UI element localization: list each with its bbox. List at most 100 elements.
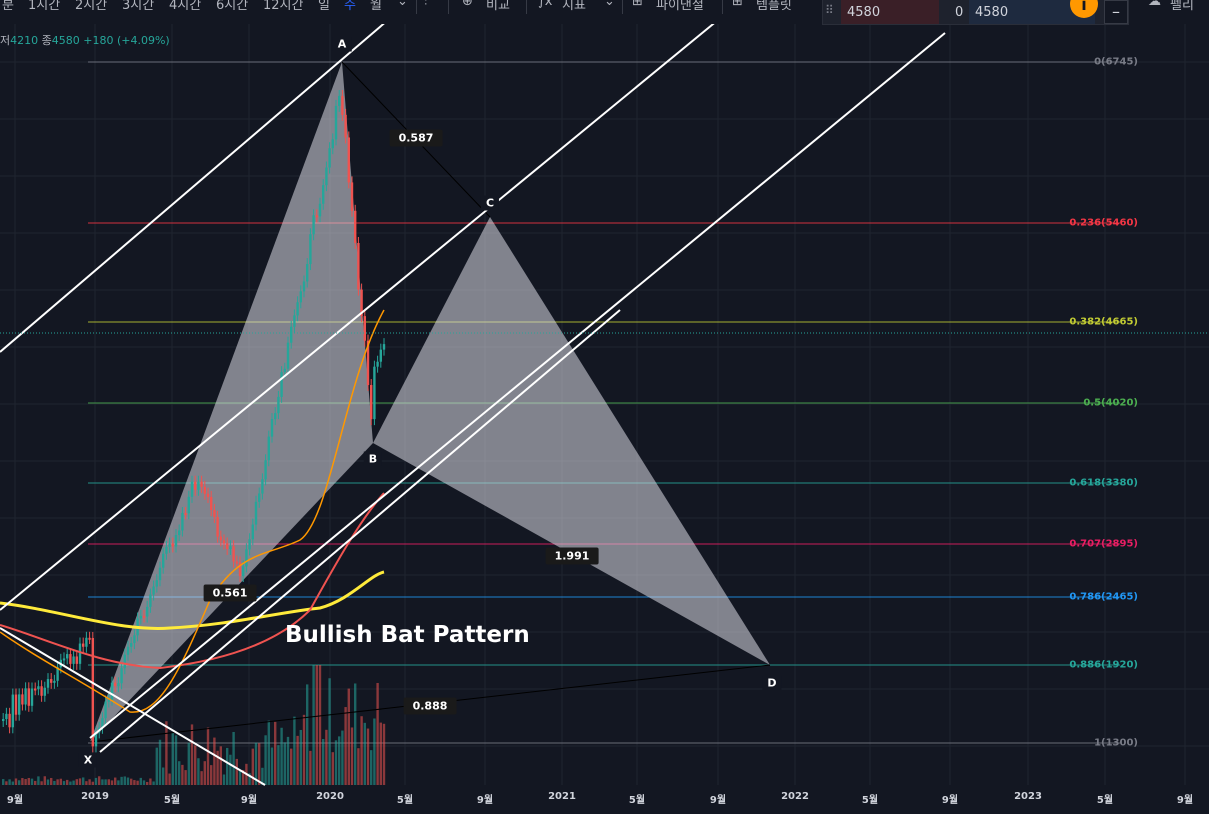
- info-icon[interactable]: i: [1070, 0, 1098, 18]
- volume-bar: [155, 747, 158, 785]
- point-x: X: [78, 752, 98, 768]
- volume-bar: [82, 777, 85, 785]
- candle: [290, 326, 293, 343]
- volume-bar: [242, 770, 245, 785]
- volume-bar: [267, 720, 270, 785]
- chevron-down-icon[interactable]: ⌄: [397, 0, 408, 9]
- candle: [238, 562, 242, 577]
- candle: [248, 539, 251, 550]
- candle: [75, 656, 78, 664]
- fib-label: 0.236(5460): [1069, 217, 1138, 229]
- volume-bar: [56, 779, 59, 785]
- candle: [270, 419, 274, 437]
- candle: [328, 148, 331, 168]
- volume-bar: [363, 722, 366, 785]
- drag-handle-icon[interactable]: ⠿: [825, 3, 834, 17]
- volume-bar: [203, 761, 206, 785]
- candle: [363, 316, 366, 341]
- volume-bar: [226, 747, 229, 785]
- volume-bar: [302, 714, 306, 785]
- volume-bar: [306, 684, 309, 785]
- candle: [91, 638, 94, 747]
- collapse-button[interactable]: –: [1104, 0, 1128, 24]
- timeframe-6h[interactable]: 6시간: [216, 0, 249, 13]
- volume-bar: [197, 758, 200, 785]
- x-tick-label: 9월: [6, 795, 24, 806]
- timeframe-1h[interactable]: 1시간: [28, 0, 61, 13]
- volume-bar: [184, 770, 187, 785]
- more-button[interactable]: 펠리: [1170, 0, 1194, 13]
- volume-bar: [206, 727, 210, 785]
- fib-label: 1(1300): [1094, 737, 1138, 749]
- timeframe-day[interactable]: 일: [318, 0, 330, 13]
- volume-bar: [72, 780, 75, 785]
- candle: [110, 682, 114, 700]
- volume-bar: [117, 780, 120, 785]
- volume-bar: [254, 742, 258, 785]
- candle: [139, 615, 142, 619]
- ohlc-legend: 저4210 종4580 +180 (+4.09%): [0, 34, 170, 47]
- compare-button[interactable]: 비교: [486, 0, 510, 13]
- sell-button[interactable]: 4580: [841, 0, 939, 24]
- fib-label: 0.618(3380): [1069, 477, 1138, 489]
- x-tick-label: 2022: [781, 791, 809, 802]
- timeframe-week[interactable]: 주: [344, 0, 356, 13]
- candle: [146, 606, 149, 617]
- candle: [315, 215, 318, 218]
- chevron-down-icon[interactable]: ⌄: [604, 0, 615, 9]
- timeframe-month[interactable]: 월: [370, 0, 382, 13]
- volume-bar: [286, 736, 290, 785]
- point-a: A: [332, 36, 352, 52]
- candle: [34, 688, 37, 691]
- timeframe-12h[interactable]: 12시간: [263, 0, 304, 13]
- candles: [2, 89, 386, 753]
- volume-bar: [101, 779, 104, 785]
- volume-bar: [40, 781, 43, 785]
- volume-bar: [37, 776, 40, 785]
- candle: [296, 302, 299, 316]
- volume-bar: [98, 776, 101, 785]
- candle-style-icon[interactable]: ⫶: [424, 0, 428, 9]
- volume-bar: [328, 678, 331, 785]
- timeframe-minute[interactable]: 분: [2, 0, 14, 13]
- volume-bar: [14, 778, 18, 785]
- fib-label: 0.382(4665): [1069, 316, 1138, 328]
- volume-bar: [187, 742, 190, 785]
- x-tick-label: 9월: [1176, 795, 1194, 806]
- candle: [318, 203, 322, 217]
- candle: [373, 366, 376, 420]
- ratio-xab: 0.561: [203, 584, 257, 602]
- volume-bar: [181, 764, 184, 785]
- timeframe-3h[interactable]: 3시간: [122, 0, 155, 13]
- timeframe-2h[interactable]: 2시간: [75, 0, 108, 13]
- ratio-abc: 0.587: [389, 129, 443, 147]
- layout-icon[interactable]: ⊞: [632, 0, 643, 9]
- x-tick-label: 5월: [1096, 795, 1114, 806]
- volume-bar: [24, 779, 27, 785]
- volume-bar: [357, 748, 360, 785]
- compare-icon[interactable]: ⊕: [462, 0, 473, 9]
- volume-bar: [139, 777, 142, 785]
- candle: [24, 688, 27, 705]
- cloud-icon[interactable]: ☁: [1148, 0, 1161, 9]
- volume-bar: [120, 776, 123, 785]
- candle: [56, 667, 59, 681]
- candle: [8, 713, 11, 728]
- fx-icon[interactable]: ∫x: [538, 0, 553, 9]
- financials-button[interactable]: 파이낸셜: [656, 0, 704, 13]
- ratio-xad: 0.888: [403, 697, 457, 715]
- timeframe-4h[interactable]: 4시간: [169, 0, 202, 13]
- channel-line: [99, 309, 621, 753]
- candle: [299, 291, 302, 303]
- volume-bar: [200, 771, 203, 785]
- candle: [312, 215, 315, 235]
- candle: [184, 512, 187, 515]
- indicators-button[interactable]: 지표: [562, 0, 586, 13]
- candle: [126, 646, 130, 655]
- template-button[interactable]: 템플릿: [756, 0, 792, 13]
- template-icon[interactable]: ⊞: [732, 0, 743, 9]
- bcd-triangle: [373, 217, 770, 665]
- volume-bar: [219, 746, 222, 785]
- candle: [117, 683, 120, 687]
